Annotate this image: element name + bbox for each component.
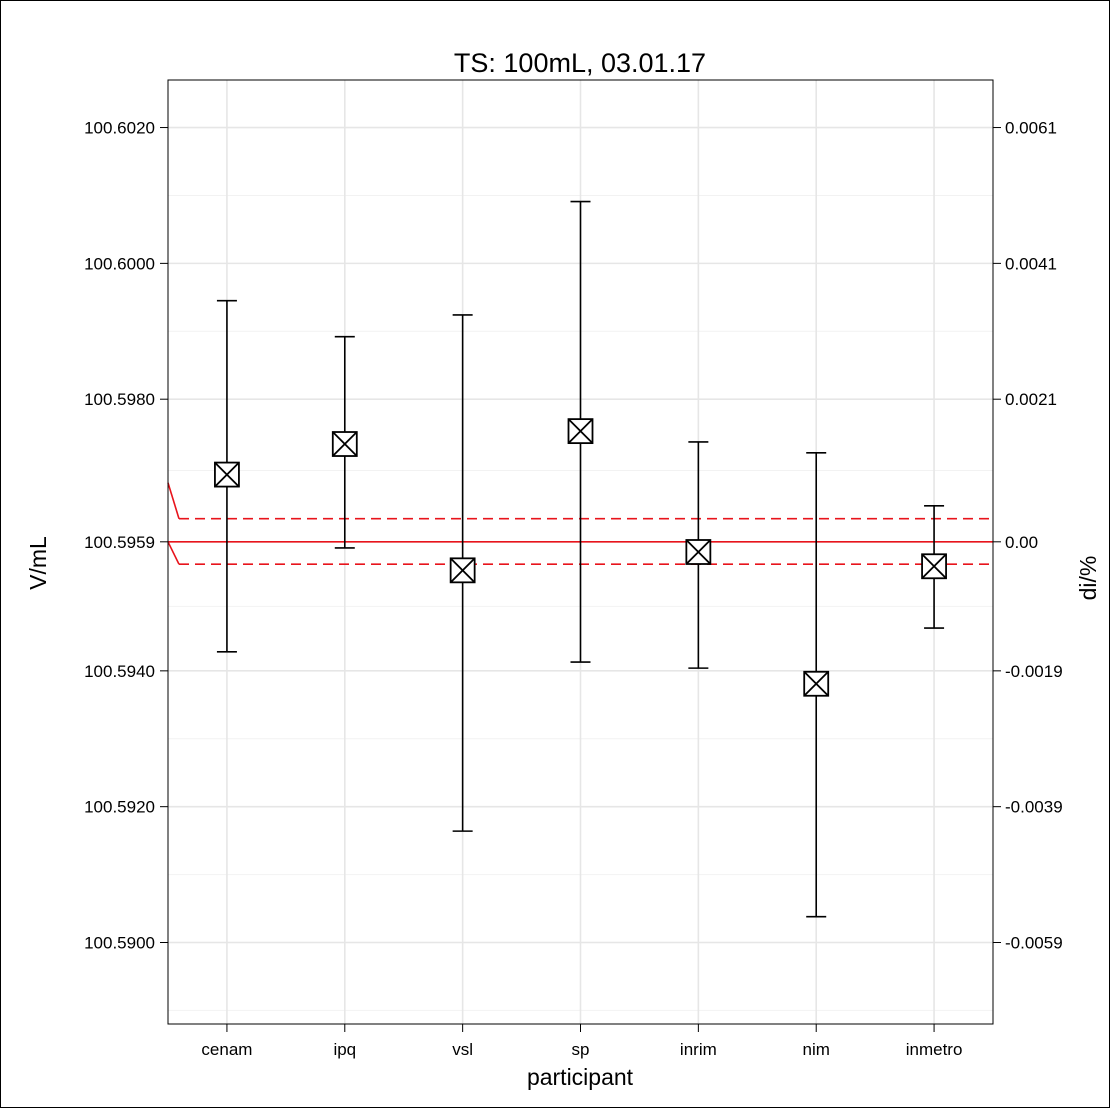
y-tick-label: 100.6020	[84, 119, 155, 138]
x-tick-label: nim	[803, 1040, 830, 1059]
x-tick-label: vsl	[452, 1040, 473, 1059]
x-tick-label: cenam	[201, 1040, 252, 1059]
axis-ticks: 100.5900 100.5920 100.5940 100.5959 100.5980…	[84, 119, 1063, 1059]
y2-axis-title: di/%	[1075, 556, 1101, 601]
y2-tick-label: 0.0061	[1005, 119, 1057, 138]
x-axis-title: participant	[527, 1064, 634, 1090]
point-cross-b	[567, 418, 594, 444]
reference-band-lower-lead	[167, 541, 180, 565]
y2-tick-label: -0.0039	[1005, 798, 1063, 817]
x-tick-label: ipq	[333, 1040, 356, 1059]
x-tick-label: inrim	[680, 1040, 717, 1059]
point-cross-b	[803, 671, 829, 697]
point-cross-b	[332, 431, 358, 457]
data-point-cenam	[214, 461, 240, 488]
data-point-sp	[567, 418, 594, 445]
data-point-ipq	[331, 431, 358, 457]
data-point-inrim	[685, 539, 712, 565]
y-tick-label: 100.5959	[84, 533, 155, 552]
y-axis-title: V/mL	[25, 536, 51, 590]
point-cross-b	[450, 557, 476, 583]
data-point-nim	[803, 670, 830, 697]
y2-tick-label: -0.0059	[1005, 934, 1063, 953]
point-cross-b	[921, 553, 947, 579]
point-cross-b	[685, 539, 711, 565]
x-tick-label: sp	[572, 1040, 590, 1059]
data-point-inmetro	[921, 553, 947, 580]
y2-tick-label: 0.0021	[1005, 390, 1057, 409]
y-tick-label: 100.6000	[84, 254, 155, 273]
reference-band-upper-lead	[167, 482, 180, 519]
y-tick-label: 100.5900	[84, 934, 155, 953]
y-tick-label: 100.5940	[84, 662, 155, 681]
data-point-vsl	[449, 557, 476, 584]
point-cross-b	[214, 461, 240, 488]
x-tick-label: inmetro	[906, 1040, 963, 1059]
y2-tick-label: -0.0019	[1005, 662, 1063, 681]
y-tick-label: 100.5920	[84, 798, 155, 817]
y2-tick-label: 0.00	[1005, 533, 1038, 552]
chart-title: TS: 100mL, 03.01.17	[454, 48, 706, 78]
y2-tick-label: 0.0041	[1005, 254, 1057, 273]
y-tick-label: 100.5980	[84, 390, 155, 409]
data-marks	[214, 200, 947, 918]
